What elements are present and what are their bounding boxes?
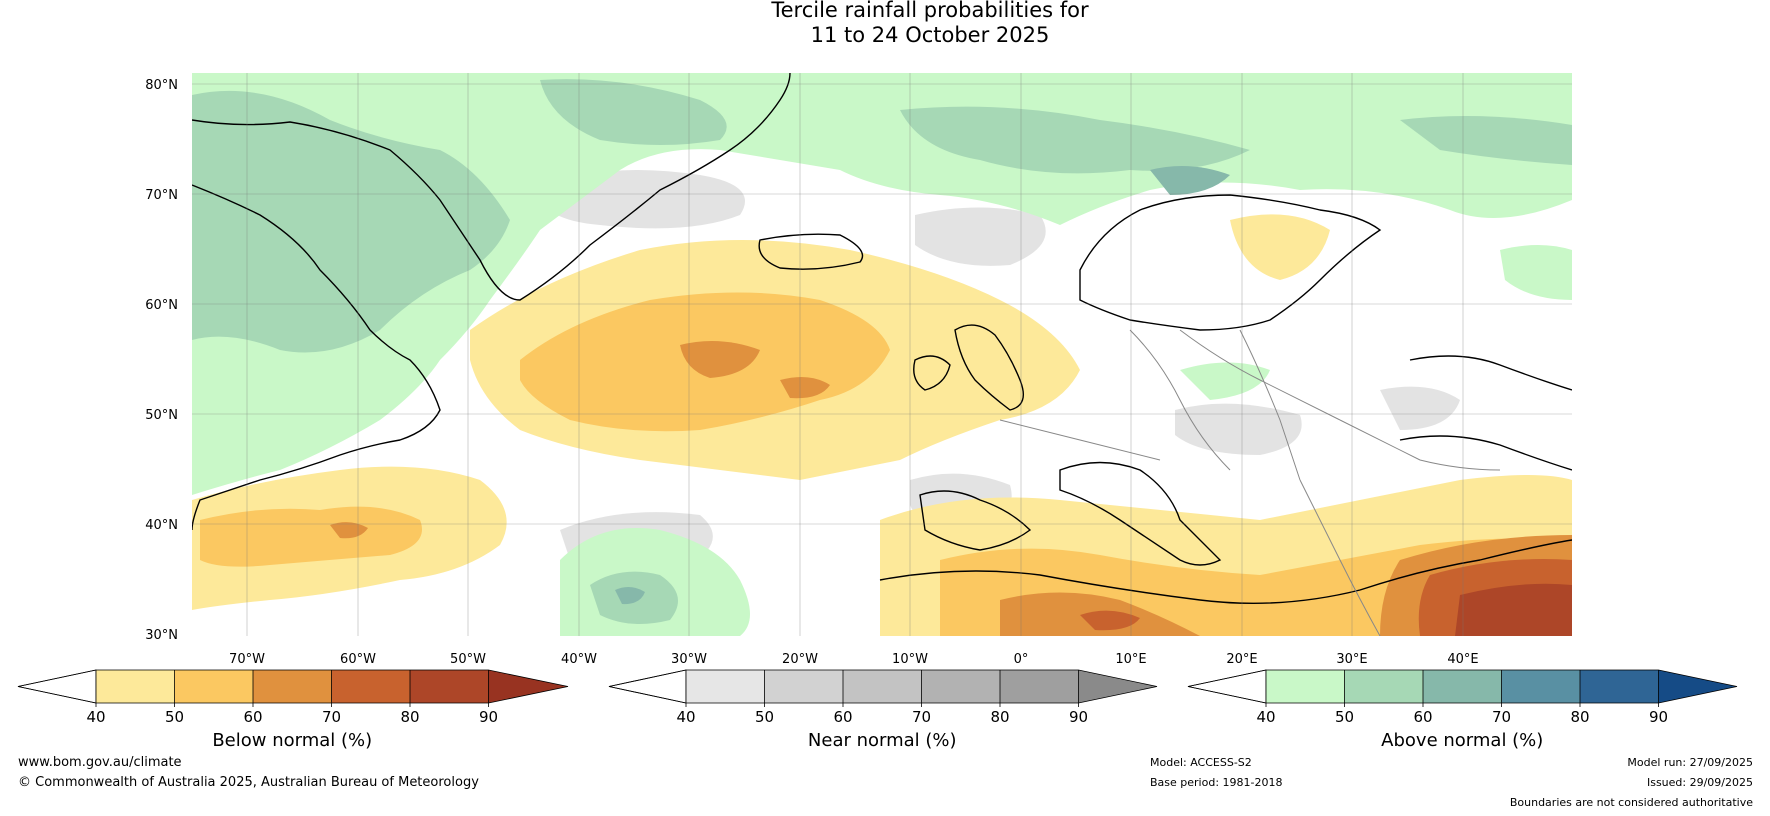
coastlines [192,73,1572,605]
colorbar-arrow-low [1187,669,1267,704]
colorbar-segment [174,670,253,703]
lat-tick-label: 80°N [145,78,178,93]
lat-tick-label: 30°N [145,628,178,643]
graticule [192,73,1572,636]
country-borders [999,329,1501,636]
colorbar-segment [96,670,175,703]
lon-tick-label: 40°E [1447,652,1478,667]
colorbar-tick-label: 70 [912,708,931,726]
colorbar-tick-label: 80 [990,708,1009,726]
colorbar-segment [921,670,1000,703]
lon-axis: 70°W 60°W 50°W 40°W 30°W 20°W 10°W 0° 10… [229,652,1479,667]
disclaimer-text: Boundaries are not considered authoritat… [1509,796,1753,809]
colorbar-arrow-high [488,670,568,703]
lon-tick-label: 10°E [1115,652,1146,667]
colorbar-segment [686,670,765,703]
copyright-text: © Commonwealth of Australia 2025, Austra… [18,775,479,790]
colorbar-arrow-high [1078,670,1157,703]
colorbar-arrow-low [608,669,687,704]
colorbar-tick-label: 50 [1335,708,1354,726]
website-text: www.bom.gov.au/climate [18,755,182,770]
base-period-text: Base period: 1981-2018 [1150,776,1283,789]
colorbar-tick-label: 50 [165,708,184,726]
lat-tick-label: 70°N [145,188,178,203]
lat-axis: 80°N 70°N 60°N 50°N 40°N 30°N [145,78,178,643]
colorbar-tick-label: 40 [86,708,105,726]
model-run-text: Model run: 27/09/2025 [1627,756,1753,769]
below-normal-areas [192,214,1572,636]
lon-tick-label: 0° [1014,652,1029,667]
above-normal-areas [192,73,1572,636]
colorbar-segment [410,670,489,703]
colorbar-arrow-low [17,669,97,704]
lon-tick-label: 40°W [561,652,597,667]
colorbar-segment [1344,670,1423,703]
colorbar-segment [1423,670,1502,703]
colorbar-segment [331,670,410,703]
colorbar-segment [764,670,843,703]
lon-tick-label: 10°W [892,652,928,667]
colorbar-tick-label: 50 [755,708,774,726]
title-line-1: Tercile rainfall probabilities for [771,0,1089,22]
chart-title: Tercile rainfall probabilities for 11 to… [0,0,1770,48]
colorbar-tick-label: 60 [1413,708,1432,726]
colorbar-tick-label: 80 [400,708,419,726]
colorbar-tick-label: 40 [1256,708,1275,726]
issued-text: Issued: 29/09/2025 [1646,776,1753,789]
colorbar-above-normal: 40 50 60 70 80 90 Above normal (%) [1187,669,1738,751]
colorbar-segment [1580,670,1659,703]
colorbar-label: Below normal (%) [212,730,372,751]
colorbar-label: Near normal (%) [808,730,957,751]
colorbar-segment [1501,670,1580,703]
colorbar-below-normal: 40 50 60 70 80 90 Below normal (%) [17,669,569,751]
colorbar-tick-label: 90 [1069,708,1088,726]
lon-tick-label: 70°W [229,652,265,667]
colorbar-near-normal: 40 50 60 70 80 90 Near normal (%) [608,669,1158,751]
map-panel [192,73,1572,636]
colorbar-segment [1000,670,1079,703]
colorbar-segment [843,670,922,703]
colorbar-arrow-high [1658,670,1737,703]
colorbar-tick-label: 60 [833,708,852,726]
colorbar-tick-label: 40 [676,708,695,726]
lat-tick-label: 40°N [145,518,178,533]
colorbar-tick-label: 80 [1570,708,1589,726]
lat-tick-label: 50°N [145,408,178,423]
lon-tick-label: 50°W [450,652,486,667]
lon-tick-label: 20°W [782,652,818,667]
colorbar-segment [253,670,332,703]
lat-tick-label: 60°N [145,298,178,313]
lon-tick-label: 30°W [671,652,707,667]
colorbar-tick-label: 90 [1649,708,1668,726]
title-line-2: 11 to 24 October 2025 [810,23,1050,47]
colorbar-tick-label: 70 [322,708,341,726]
colorbar-tick-label: 60 [243,708,262,726]
colorbar-label: Above normal (%) [1381,730,1543,751]
colorbar-segment [1266,670,1345,703]
lon-tick-label: 20°E [1226,652,1257,667]
lon-tick-label: 60°W [340,652,376,667]
lon-tick-label: 30°E [1336,652,1367,667]
colorbar-tick-label: 90 [479,708,498,726]
model-text: Model: ACCESS-S2 [1150,756,1252,769]
colorbar-tick-label: 70 [1492,708,1511,726]
